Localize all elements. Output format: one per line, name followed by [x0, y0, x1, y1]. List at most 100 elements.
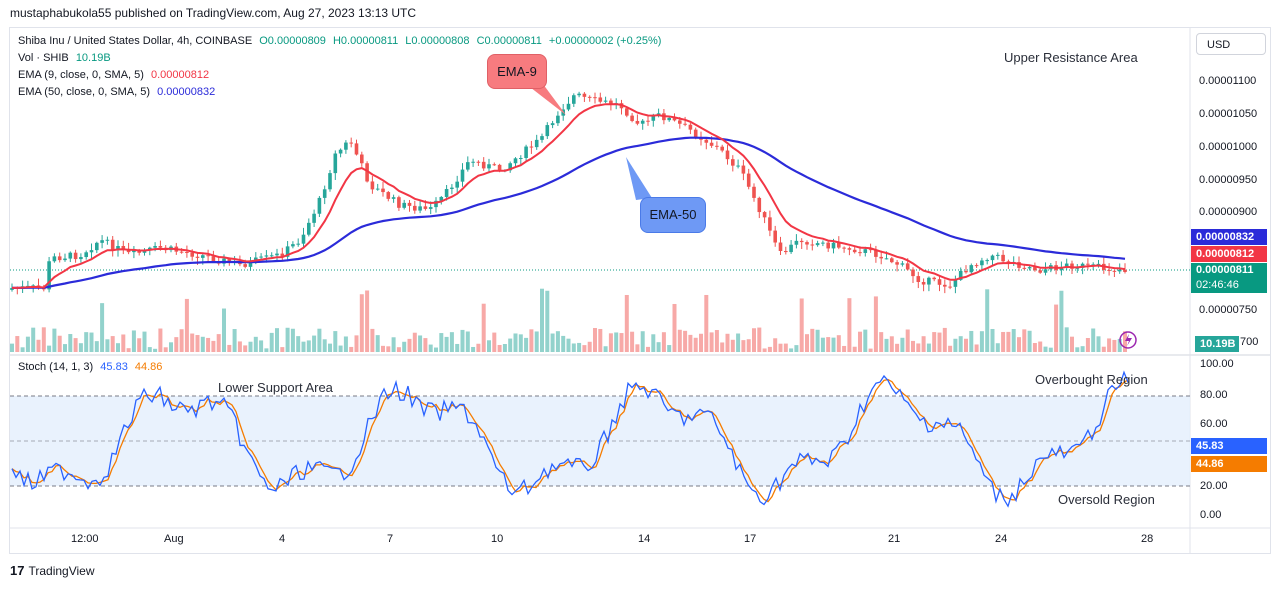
candle-body	[958, 270, 963, 280]
candle-body	[487, 164, 491, 169]
candle-body	[980, 260, 984, 266]
candle-body	[158, 246, 163, 248]
time-axis-label: 12:00	[71, 533, 99, 545]
candle-body	[805, 242, 809, 245]
candle-body	[757, 197, 762, 213]
volume-bar	[831, 337, 836, 352]
volume-bar	[1064, 327, 1069, 352]
volume-bar	[264, 348, 269, 352]
volume-bar	[852, 346, 857, 352]
candle-body	[280, 253, 285, 257]
volume-bar	[879, 332, 884, 352]
candle-body	[264, 255, 269, 257]
candle-body	[704, 139, 709, 143]
candle-body	[852, 249, 857, 253]
candle-body	[540, 136, 544, 140]
candle-body	[89, 250, 94, 253]
candle-body	[609, 100, 613, 105]
volume-bar	[529, 329, 534, 352]
candle-body	[142, 250, 147, 253]
candle-body	[1027, 267, 1032, 269]
currency-button[interactable]: USD	[1196, 33, 1266, 55]
volume-bar	[439, 333, 444, 352]
volume-bar	[492, 332, 497, 352]
volume-bar	[142, 331, 147, 352]
volume-bar	[916, 343, 921, 352]
legend-stoch-row[interactable]: Stoch (14, 1, 3) 45.83 44.86	[18, 361, 162, 373]
volume-bar	[1107, 338, 1112, 352]
chart-frame[interactable]	[9, 27, 1271, 554]
candle-body	[678, 120, 682, 124]
time-axis-label: 21	[888, 533, 901, 545]
volume-bar	[863, 329, 868, 352]
legend-ema9-row[interactable]: EMA (9, close, 0, SMA, 5) 0.00000812	[18, 69, 209, 81]
candle-body	[285, 246, 290, 257]
volume-bar	[487, 340, 491, 352]
volume-bar	[497, 344, 502, 352]
candle-body	[254, 257, 258, 261]
volume-bar	[805, 334, 809, 352]
candle-body	[879, 256, 883, 259]
candle-body	[990, 255, 995, 261]
volume-bar	[985, 289, 990, 352]
volume-bar	[704, 294, 709, 352]
ohlc-high: H0.00000811	[332, 35, 399, 47]
volume-bar	[290, 328, 295, 352]
candle-body	[943, 284, 947, 287]
volume-bar	[1070, 336, 1074, 352]
volume-bar	[524, 337, 529, 352]
candle-body	[201, 255, 205, 258]
volume-bar	[794, 345, 799, 352]
volume-bar	[979, 331, 984, 352]
stoch-k-value: 45.83	[100, 361, 128, 373]
last-price-value: 0.00000811	[1196, 264, 1254, 276]
volume-bar	[423, 338, 428, 352]
volume-bar	[322, 339, 327, 352]
footer-brand[interactable]: 17 TradingView	[10, 563, 95, 578]
time-axis-label: 28	[1141, 533, 1154, 545]
volume-bar	[1006, 331, 1011, 352]
candle-body	[1096, 263, 1101, 265]
volume-bar	[1054, 304, 1059, 352]
lower-support-note: Lower Support Area	[218, 380, 333, 395]
candle-body	[381, 188, 385, 193]
legend-volume-row[interactable]: Vol · SHIB 10.19B	[18, 52, 111, 64]
candle-body	[444, 188, 449, 197]
candle-body	[895, 262, 899, 265]
volume-bar	[481, 303, 486, 352]
candle-body	[577, 93, 581, 96]
volume-bar	[656, 342, 661, 352]
volume-bar	[36, 339, 41, 352]
legend-symbol-row[interactable]: Shiba Inu / United States Dollar, 4h, CO…	[18, 35, 661, 47]
candle-body	[386, 192, 391, 199]
candle-body	[322, 189, 327, 198]
candle-body	[593, 97, 597, 99]
candle-body	[110, 239, 115, 251]
price-axis-label: 0.00001100	[1199, 75, 1257, 87]
volume-bar	[667, 345, 672, 352]
upper-resistance-note: Upper Resistance Area	[1004, 50, 1138, 65]
candle-body	[137, 250, 141, 253]
candle-body	[349, 142, 353, 144]
volume-bar	[1011, 329, 1016, 352]
volume-bar	[582, 345, 587, 352]
candle-body	[789, 244, 793, 253]
candle-body	[407, 202, 412, 206]
legend-ema50-row[interactable]: EMA (50, close, 0, SMA, 5) 0.00000832	[18, 86, 215, 98]
candle-body	[635, 120, 640, 124]
candle-body	[312, 213, 316, 223]
volume-bar	[89, 332, 94, 352]
candle-body	[566, 103, 571, 110]
time-axis-label: 7	[387, 533, 394, 545]
volume-bar	[1085, 338, 1090, 352]
volume-bar	[174, 337, 179, 352]
volume-bar	[1059, 290, 1064, 352]
volume-value: 10.19B	[75, 52, 111, 64]
candle-body	[784, 250, 788, 253]
candle-body	[683, 123, 687, 125]
candle-body	[497, 164, 502, 172]
volume-bar	[593, 328, 597, 352]
candle-body	[725, 150, 730, 160]
footer-brand-label: TradingView	[28, 563, 95, 578]
